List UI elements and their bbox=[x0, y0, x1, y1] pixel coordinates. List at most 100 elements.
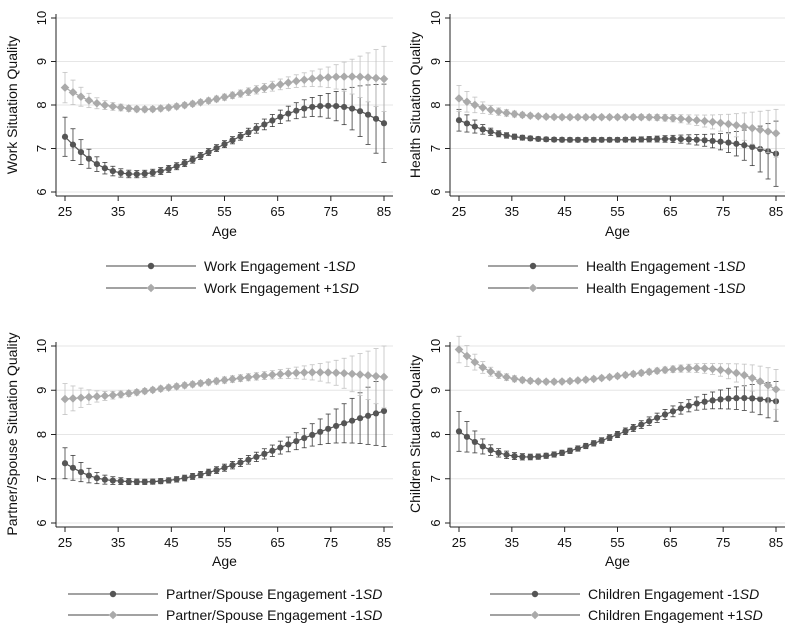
data-point bbox=[479, 126, 486, 133]
data-point bbox=[495, 130, 502, 137]
data-point bbox=[661, 135, 669, 143]
data-point bbox=[486, 367, 495, 377]
data-point bbox=[519, 134, 526, 141]
data-point bbox=[526, 376, 535, 386]
data-point bbox=[181, 160, 188, 167]
data-point bbox=[471, 123, 478, 130]
data-point bbox=[92, 392, 102, 401]
data-point bbox=[668, 113, 678, 123]
data-point bbox=[331, 72, 341, 82]
data-point bbox=[669, 408, 677, 415]
data-point bbox=[716, 365, 725, 375]
data-point bbox=[573, 112, 583, 122]
data-point bbox=[76, 92, 86, 102]
series-2 bbox=[60, 345, 389, 415]
data-point bbox=[613, 371, 622, 381]
data-point bbox=[301, 105, 308, 112]
data-point bbox=[268, 370, 277, 380]
data-point bbox=[117, 478, 124, 485]
data-point bbox=[237, 133, 244, 140]
data-point bbox=[755, 377, 765, 386]
data-point bbox=[733, 395, 740, 402]
data-point bbox=[109, 477, 116, 484]
data-point bbox=[566, 447, 574, 454]
data-point bbox=[654, 135, 661, 143]
data-point bbox=[478, 103, 488, 112]
y-tick-label: 8 bbox=[428, 101, 443, 108]
data-point bbox=[597, 373, 606, 383]
data-point bbox=[551, 136, 558, 143]
data-point bbox=[141, 478, 148, 485]
data-point bbox=[69, 464, 77, 471]
data-point bbox=[629, 369, 638, 379]
data-point bbox=[644, 112, 654, 122]
data-point bbox=[533, 377, 543, 386]
x-tick-label: 25 bbox=[452, 204, 466, 219]
data-point bbox=[309, 431, 316, 438]
data-point bbox=[276, 80, 285, 89]
data-point bbox=[299, 368, 309, 377]
legend-marker bbox=[108, 610, 118, 620]
data-point bbox=[77, 149, 85, 156]
data-point bbox=[478, 363, 488, 372]
data-point bbox=[652, 113, 662, 122]
data-point bbox=[276, 369, 285, 379]
data-point bbox=[85, 472, 93, 479]
y-tick-label: 10 bbox=[428, 339, 443, 353]
data-point bbox=[60, 394, 70, 404]
data-point bbox=[494, 107, 503, 116]
data-point bbox=[333, 422, 340, 430]
data-point bbox=[471, 438, 478, 446]
y-tick-label: 7 bbox=[34, 145, 49, 152]
data-point bbox=[323, 73, 333, 82]
data-point bbox=[771, 128, 781, 138]
data-point bbox=[244, 372, 253, 382]
data-point bbox=[590, 440, 597, 447]
data-point bbox=[549, 112, 559, 122]
x-tick-label: 45 bbox=[164, 535, 178, 550]
data-point bbox=[503, 451, 510, 458]
data-point bbox=[220, 375, 229, 385]
legend-label: Work Engagement +1SD bbox=[204, 280, 359, 296]
data-point bbox=[317, 103, 324, 110]
x-tick-label: 55 bbox=[610, 535, 624, 550]
data-point bbox=[68, 394, 78, 403]
data-point bbox=[661, 411, 669, 418]
data-point bbox=[605, 372, 614, 382]
data-point bbox=[228, 91, 237, 100]
y-tick-label: 7 bbox=[34, 475, 49, 482]
data-point bbox=[157, 478, 164, 485]
x-tick-label: 25 bbox=[58, 535, 72, 550]
x-tick-label: 25 bbox=[58, 204, 72, 219]
data-point bbox=[636, 368, 646, 378]
y-tick-label: 7 bbox=[428, 145, 443, 152]
data-point bbox=[253, 453, 260, 460]
data-point bbox=[557, 377, 567, 386]
data-point bbox=[676, 364, 686, 373]
legend-item: Health Engagement -1SD bbox=[488, 280, 746, 296]
x-tick-label: 75 bbox=[716, 204, 730, 219]
data-point bbox=[188, 99, 197, 109]
legend-label: Partner/Spouse Engagement -1SD bbox=[166, 586, 382, 602]
data-point bbox=[372, 410, 380, 417]
data-point bbox=[221, 464, 228, 471]
data-point bbox=[644, 367, 654, 377]
data-point bbox=[285, 110, 292, 117]
data-point bbox=[140, 386, 150, 396]
y-tick-label: 9 bbox=[428, 58, 443, 65]
data-point bbox=[284, 78, 293, 87]
data-point bbox=[638, 421, 645, 428]
data-point bbox=[269, 447, 276, 454]
data-point bbox=[660, 113, 670, 123]
data-point bbox=[252, 372, 261, 381]
data-point bbox=[93, 474, 100, 482]
data-point bbox=[349, 105, 356, 112]
legend-label: Health Engagement -1SD bbox=[586, 258, 746, 274]
data-point bbox=[101, 165, 108, 172]
y-tick-label: 9 bbox=[34, 58, 49, 65]
data-point bbox=[527, 453, 534, 461]
x-tick-label: 45 bbox=[557, 204, 571, 219]
data-point bbox=[724, 366, 733, 376]
series-1 bbox=[61, 83, 388, 179]
